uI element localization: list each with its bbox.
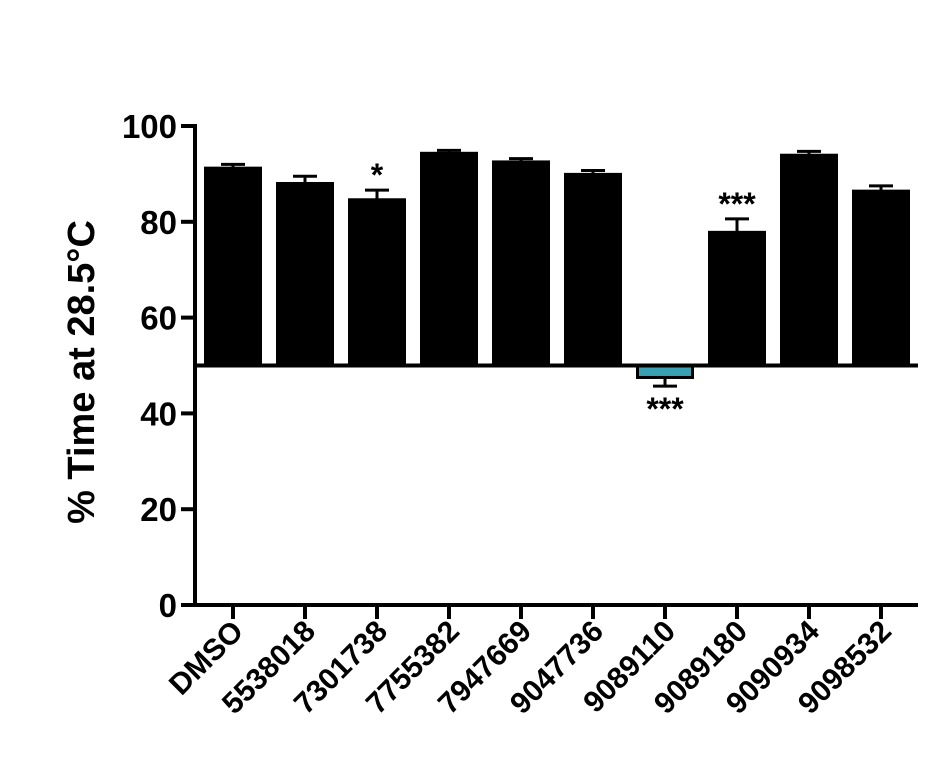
significance-label: ***	[646, 391, 684, 427]
y-tick-label: 0	[159, 587, 177, 624]
y-tick-label: 60	[140, 300, 177, 337]
y-axis-label: % Time at 28.5°C	[61, 220, 103, 524]
bar-9047736	[564, 172, 622, 367]
significance-label: *	[371, 157, 384, 193]
bar-7301738	[348, 198, 406, 367]
bar-DMSO	[204, 166, 262, 367]
plot-area: 020406080100DMSO5538018*7301738775538279…	[122, 108, 918, 721]
bar-9090934	[780, 153, 838, 367]
y-tick-label: 100	[122, 108, 177, 145]
bar-9089180	[708, 230, 766, 367]
bar-7947669	[492, 160, 550, 367]
y-tick-label: 20	[140, 491, 177, 528]
bar-5538018	[276, 181, 334, 367]
y-tick-label: 40	[140, 395, 177, 432]
bar-7755382	[420, 151, 478, 367]
bar-9098532	[852, 189, 910, 367]
y-tick-label: 80	[140, 204, 177, 241]
significance-label: ***	[718, 186, 756, 222]
